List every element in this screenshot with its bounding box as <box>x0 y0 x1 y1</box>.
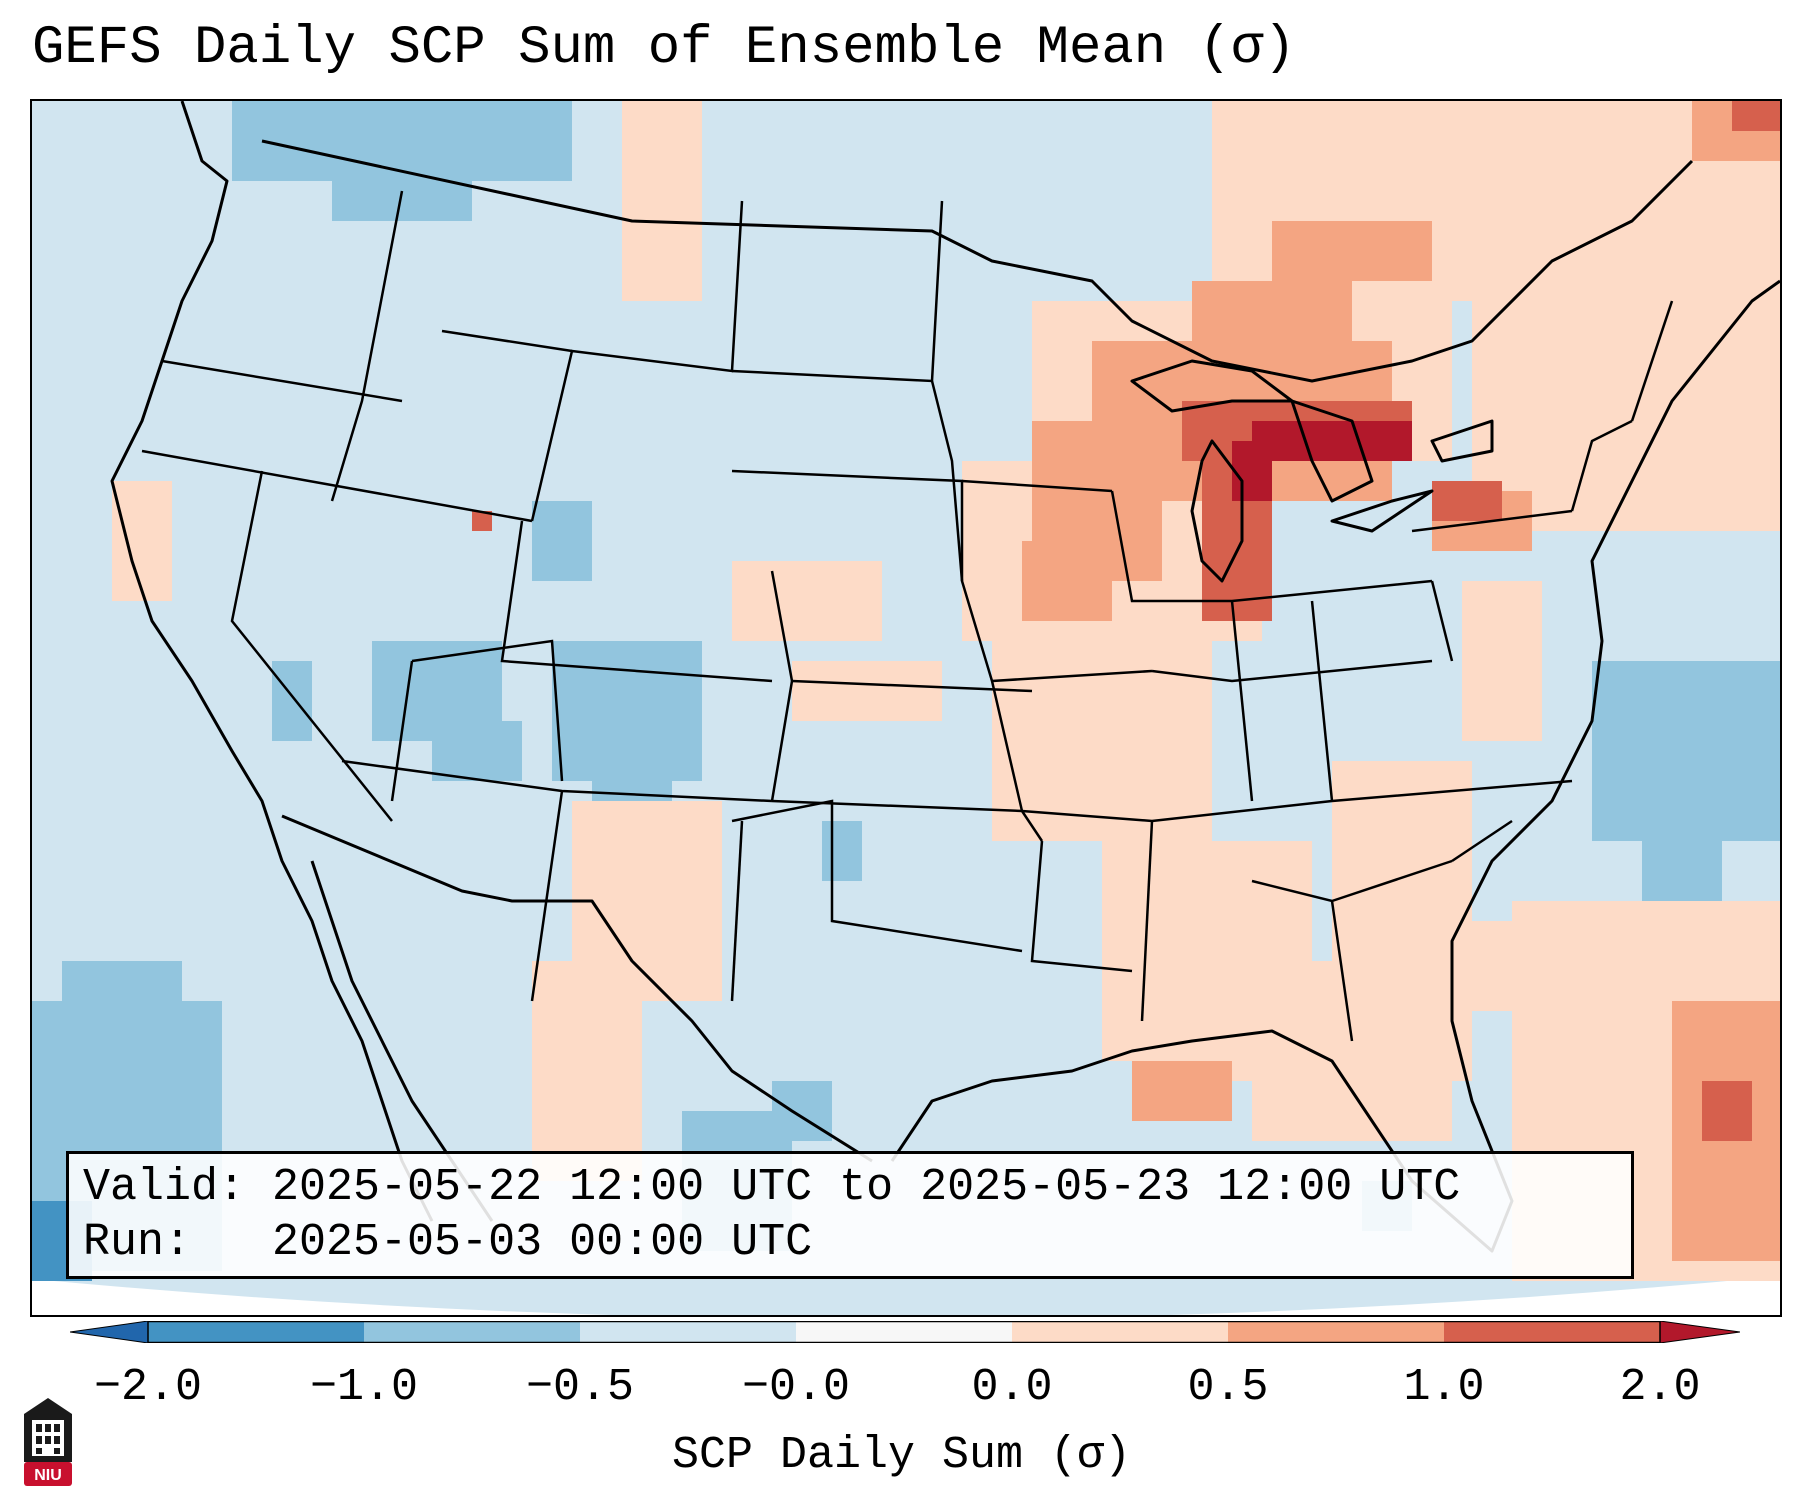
coastline <box>110 101 434 1222</box>
colorbar-tick-label: 0.5 <box>1187 1362 1269 1413</box>
colorbar-segment-5 <box>1012 1321 1228 1343</box>
map-canvas <box>32 101 1780 1315</box>
extreme-positive-layer <box>1232 421 1412 501</box>
colorbar-tick-label: 1.0 <box>1403 1362 1485 1413</box>
colorbar-tick-label: −0.0 <box>741 1362 851 1413</box>
colorbar-tick-label: −1.0 <box>309 1362 419 1413</box>
colorbar-outline <box>147 1321 1661 1343</box>
colorbar-segment-2 <box>364 1321 580 1343</box>
colorbar-segment-6 <box>1228 1321 1444 1343</box>
colorbar-label: SCP Daily Sum (σ) <box>671 1430 1132 1481</box>
page-title: GEFS Daily SCP Sum of Ensemble Mean (σ) <box>32 18 1296 79</box>
negative-anomaly-layer <box>32 101 1780 1271</box>
valid-run-info-box: Valid: 2025-05-22 12:00 UTC to 2025-05-2… <box>66 1151 1634 1279</box>
colorbar-tick-label: −2.0 <box>93 1362 203 1413</box>
colorbar <box>70 1321 1740 1343</box>
colorbar-segment-1 <box>148 1321 364 1343</box>
colorbar-segment-3 <box>580 1321 796 1343</box>
colorbar-segment-4 <box>796 1321 1012 1343</box>
colorbar-tick-label: 0.0 <box>971 1362 1053 1413</box>
lake-michigan <box>1190 439 1244 583</box>
lake-erie <box>1330 489 1434 533</box>
us-canada-border <box>261 139 1694 383</box>
run-time-text: Run: 2025-05-03 00:00 UTC <box>83 1217 813 1268</box>
state-borders <box>141 190 1674 1042</box>
colorbar-segment-7 <box>1444 1321 1660 1343</box>
valid-time-text: Valid: 2025-05-22 12:00 UTC to 2025-05-2… <box>83 1162 1461 1213</box>
niu-logo: NIU <box>24 1398 72 1486</box>
lake-ontario <box>1430 419 1494 463</box>
lake-huron <box>1290 399 1374 503</box>
colorbar-extend-low <box>70 1321 149 1343</box>
colorbar-tick-label: 2.0 <box>1619 1362 1701 1413</box>
map-panel[interactable] <box>30 99 1782 1317</box>
colorbar-tick-label: −0.5 <box>525 1362 635 1413</box>
logo-text: NIU <box>34 1467 62 1484</box>
colorbar-extend-high <box>1659 1321 1740 1343</box>
us-mexico-border <box>281 814 873 1163</box>
